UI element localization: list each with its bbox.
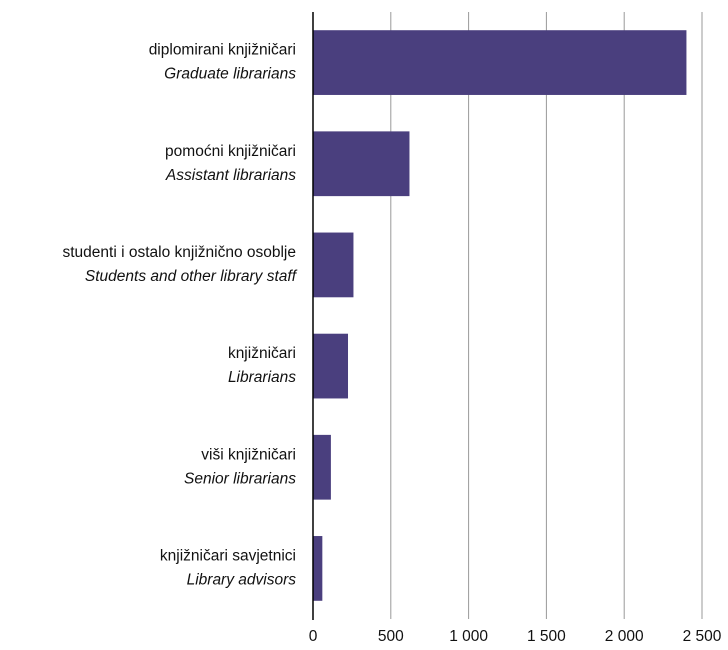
bar: [313, 131, 410, 197]
x-tick-label: 0: [309, 628, 318, 645]
y-tick-label-translation: Students and other library staff: [85, 268, 298, 285]
y-tick-label-translation: Library advisors: [187, 572, 297, 589]
y-tick-label: studenti i ostalo knjižnično osoblje: [63, 244, 297, 261]
y-tick-label: diplomirani knjižničari: [149, 42, 296, 59]
bar: [313, 434, 331, 500]
y-tick-label: knjižničari: [228, 345, 296, 362]
y-tick-label-translation: Senior librarians: [184, 470, 296, 487]
y-tick-label: pomoćni knjižničari: [165, 143, 296, 160]
y-tick-label: viši knjižničari: [201, 446, 296, 463]
x-tick-label: 1 500: [527, 628, 566, 645]
y-tick-label-translation: Graduate librarians: [164, 66, 296, 83]
bar: [313, 333, 349, 399]
y-tick-label-translation: Librarians: [228, 369, 296, 386]
x-tick-label: 1 000: [449, 628, 488, 645]
y-tick-label-translation: Assistant librarians: [165, 167, 296, 184]
bar: [313, 232, 354, 298]
x-tick-label: 2 000: [605, 628, 644, 645]
bar: [313, 30, 687, 95]
y-tick-label: knjižničari savjetnici: [160, 548, 296, 565]
x-tick-label: 2 500: [683, 628, 722, 645]
bar: [313, 536, 323, 601]
x-tick-label: 500: [378, 628, 404, 645]
